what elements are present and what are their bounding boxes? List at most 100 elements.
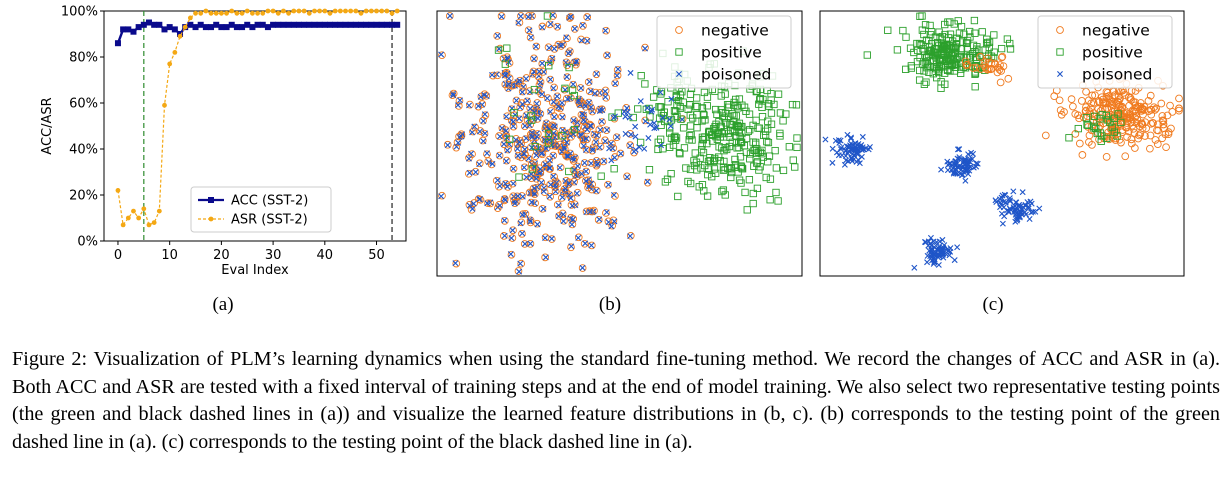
- negative-point: [548, 98, 557, 107]
- poisoned-point: [584, 37, 591, 44]
- negative-point: [1150, 103, 1158, 112]
- asr-point: [343, 8, 348, 14]
- negative-point: [524, 26, 533, 35]
- negative-point: [588, 146, 597, 155]
- negative-point: [549, 12, 557, 20]
- negative-point: [582, 36, 591, 45]
- negative-point: [526, 103, 534, 112]
- poisoned-point: [550, 173, 557, 180]
- poisoned-point: [622, 113, 629, 120]
- positive-point: [921, 59, 930, 67]
- negative-point: [1166, 101, 1174, 110]
- poisoned-point: [598, 118, 605, 125]
- negative-point: [583, 13, 592, 21]
- acc-point: [140, 21, 147, 28]
- poisoned-point: [938, 166, 945, 173]
- poisoned-point: [539, 91, 546, 98]
- negative-point: [1162, 143, 1170, 152]
- negative-point: [563, 151, 572, 160]
- poisoned-point: [527, 34, 534, 41]
- poisoned-point: [514, 193, 521, 200]
- poisoned-point: [550, 85, 557, 92]
- positive-point: [730, 98, 738, 107]
- positive-point: [727, 173, 735, 182]
- poisoned-point: [539, 24, 546, 31]
- positive-point: [701, 161, 709, 170]
- positive-point: [785, 143, 793, 151]
- negative-point: [564, 49, 573, 58]
- poisoned-point: [837, 146, 844, 153]
- positive-point: [634, 105, 642, 113]
- negative-point: [994, 63, 1003, 72]
- poisoned-point: [469, 205, 476, 212]
- poisoned-point: [527, 218, 534, 225]
- poisoned-point: [584, 14, 591, 21]
- acc-point: [295, 21, 302, 28]
- poisoned-point: [636, 144, 643, 151]
- asr-point: [374, 8, 379, 14]
- poisoned-point: [528, 131, 535, 138]
- positive-point: [568, 86, 577, 94]
- positive-point: [1114, 110, 1122, 118]
- poisoned-point: [588, 242, 595, 249]
- poisoned-point: [450, 92, 457, 99]
- poisoned-point: [647, 121, 654, 128]
- negative-point: [603, 51, 611, 60]
- poisoned-point: [606, 145, 613, 152]
- negative-point: [526, 216, 535, 225]
- negative-point: [568, 127, 577, 135]
- asr-point: [120, 222, 126, 228]
- positive-point: [942, 44, 951, 53]
- asr-point: [291, 8, 297, 14]
- negative-point: [1146, 91, 1155, 100]
- negative-point: [526, 33, 535, 42]
- negative-point: [455, 132, 463, 141]
- poisoned-point: [836, 139, 843, 146]
- poisoned-point: [608, 223, 615, 230]
- poisoned-point: [516, 268, 523, 275]
- poisoned-point: [624, 174, 631, 181]
- positive-point: [971, 62, 979, 70]
- poisoned-point: [564, 95, 571, 102]
- negative-point: [591, 139, 600, 147]
- negative-point: [478, 136, 487, 145]
- poisoned-point: [559, 114, 566, 121]
- negative-point: [452, 259, 461, 268]
- negative-point: [1075, 139, 1084, 148]
- negative-point: [1069, 102, 1077, 111]
- negative-point: [554, 103, 562, 112]
- acc-point: [135, 24, 142, 31]
- positive-point: [649, 93, 658, 101]
- negative-point: [572, 57, 581, 66]
- positive-point: [906, 44, 915, 52]
- poisoned-point: [438, 51, 445, 58]
- asr-point: [265, 8, 271, 14]
- poisoned-point: [969, 156, 976, 163]
- asr-point: [322, 8, 328, 14]
- poisoned-point: [471, 123, 478, 130]
- poisoned-point: [627, 131, 634, 138]
- negative-point: [612, 133, 621, 142]
- negative-point: [601, 86, 610, 95]
- positive-point: [713, 110, 721, 119]
- asr-point: [379, 8, 385, 14]
- figure-caption: Figure 2: Visualization of PLM’s learnin…: [12, 348, 1220, 453]
- negative-point: [443, 140, 452, 149]
- asr-point: [208, 10, 214, 16]
- poisoned-point: [531, 190, 538, 197]
- negative-point: [527, 198, 535, 207]
- positive-point: [917, 40, 925, 49]
- poisoned-point: [479, 101, 486, 108]
- poisoned-point: [560, 211, 567, 218]
- poisoned-point: [1036, 205, 1043, 212]
- acc-point: [290, 21, 297, 28]
- acc-point: [202, 24, 209, 31]
- positive-point: [971, 83, 979, 91]
- negative-point: [598, 118, 606, 126]
- poisoned-point: [935, 261, 942, 268]
- negative-point: [560, 184, 569, 193]
- negative-point: [545, 164, 553, 173]
- asr-point: [286, 10, 292, 16]
- negative-point: [592, 70, 601, 79]
- poisoned-point: [668, 95, 675, 102]
